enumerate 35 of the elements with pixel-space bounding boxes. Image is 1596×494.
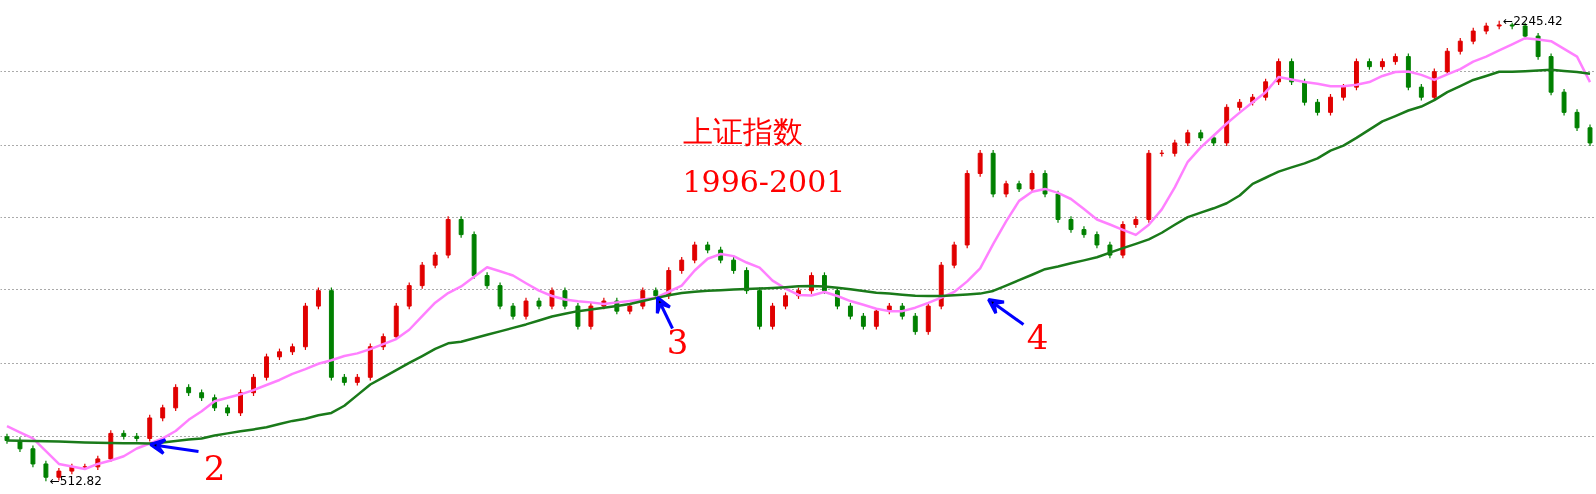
candlestick bbox=[1029, 169, 1035, 193]
candlestick bbox=[1042, 169, 1048, 198]
candlestick bbox=[1328, 93, 1333, 117]
candlestick bbox=[173, 383, 179, 412]
candlestick bbox=[1574, 108, 1580, 132]
candlestick bbox=[238, 388, 243, 417]
annotation: 1996-2001 bbox=[682, 163, 846, 199]
annotation: 4 bbox=[1026, 317, 1049, 357]
candlestick bbox=[951, 241, 957, 269]
candlestick bbox=[523, 297, 529, 320]
candlestick bbox=[1302, 78, 1307, 107]
candlestick bbox=[692, 241, 698, 264]
candlestick bbox=[744, 266, 750, 295]
candlestick bbox=[1444, 47, 1450, 76]
candlestick bbox=[912, 312, 918, 336]
candlestick bbox=[497, 281, 503, 310]
annotation: 2 bbox=[203, 448, 226, 488]
candlestick bbox=[43, 460, 49, 482]
candlestick bbox=[1289, 57, 1295, 86]
annotation: ←2245.42 bbox=[1503, 13, 1563, 28]
candlestick bbox=[406, 281, 412, 310]
annotation: 上证指数 bbox=[682, 113, 803, 149]
candlestick bbox=[264, 353, 269, 382]
candlestick bbox=[147, 414, 153, 443]
candlestick bbox=[315, 286, 321, 310]
candlestick bbox=[977, 149, 983, 178]
candlestick bbox=[458, 215, 464, 239]
candlestick bbox=[419, 261, 425, 290]
annotation: 3 bbox=[666, 322, 689, 362]
candlestick bbox=[30, 445, 36, 468]
candlestick bbox=[1587, 124, 1593, 147]
candlestick bbox=[1561, 88, 1567, 117]
annotation: ←512.82 bbox=[49, 474, 102, 489]
candlestick bbox=[770, 302, 775, 331]
candlestick bbox=[575, 302, 581, 331]
